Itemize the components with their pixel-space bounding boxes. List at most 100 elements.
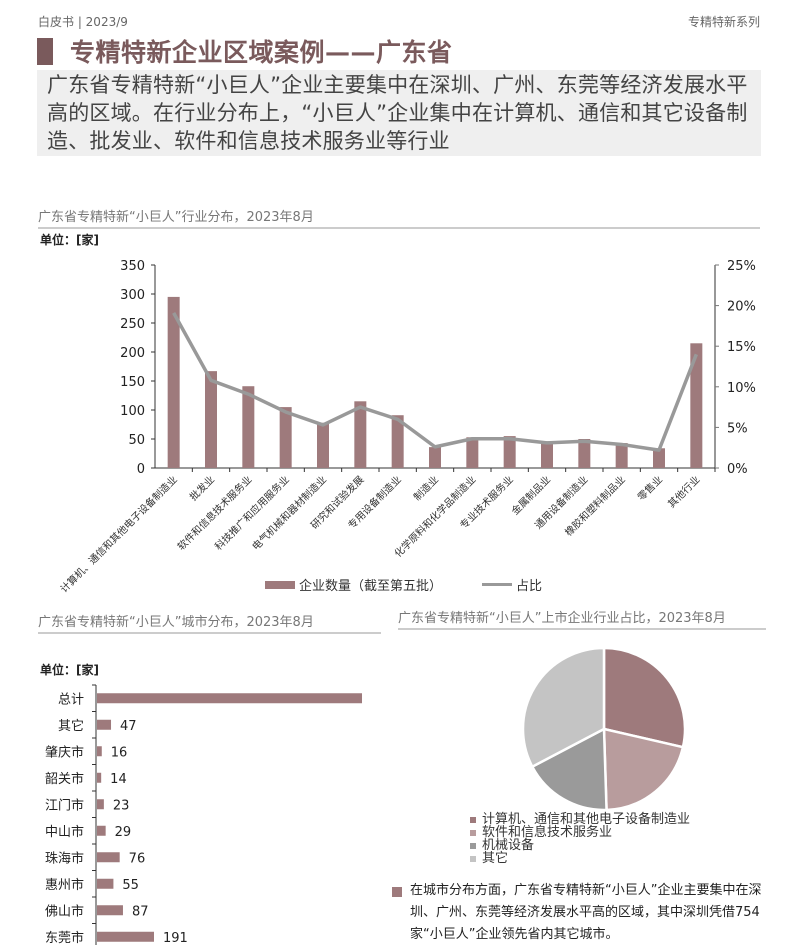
city-value: 191 bbox=[163, 931, 188, 945]
x-tick-label: 零售业 bbox=[635, 473, 665, 503]
bar bbox=[391, 415, 404, 468]
pie-legend-swatch bbox=[470, 829, 476, 836]
title-marker bbox=[37, 38, 53, 65]
legend-line-label: 占比 bbox=[516, 579, 543, 594]
x-tick-label: 制造业 bbox=[411, 473, 441, 503]
city-label: 珠海市 bbox=[45, 850, 84, 866]
right-tick: 5% bbox=[727, 421, 748, 436]
x-tick-label: 橡胶和塑料制品业 bbox=[562, 473, 628, 539]
pie-legend-swatch bbox=[470, 842, 476, 849]
left-tick: 100 bbox=[120, 404, 145, 419]
city-bar bbox=[97, 772, 102, 783]
pie-slice bbox=[602, 646, 687, 749]
note-text: 在城市分布方面，广东省专精特新“小巨人”企业主要集中在深圳、广州、东莞等经济发展… bbox=[410, 883, 762, 942]
left-tick: 50 bbox=[128, 433, 145, 448]
legend-bar-label: 企业数量（截至第五批） bbox=[299, 579, 443, 594]
city-label: 江门市 bbox=[45, 797, 84, 813]
summary-box: 广东省专精特新“小巨人”企业主要集中在深圳、广州、东莞等经济发展水平高的区域。在… bbox=[37, 70, 761, 156]
x-tick-label: 科技推广和应用服务业 bbox=[212, 473, 292, 553]
right-tick: 25% bbox=[727, 259, 756, 274]
x-tick-label: 批发业 bbox=[187, 473, 217, 503]
note-bullet-icon bbox=[392, 887, 402, 897]
x-tick-label: 其他行业 bbox=[665, 473, 702, 510]
pie-legend-label: 软件和信息技术服务业 bbox=[482, 825, 613, 840]
left-tick: 150 bbox=[120, 375, 145, 390]
pie-legend-item: 机械设备 bbox=[470, 839, 690, 852]
city-bar bbox=[97, 719, 112, 730]
pie-chart-title: 广东省专精特新“小巨人”上市企业行业占比，2023年8月 bbox=[398, 607, 766, 630]
pie-chart bbox=[521, 646, 687, 812]
city-label: 总计 bbox=[58, 692, 84, 707]
city-label: 中山市 bbox=[45, 824, 84, 840]
page-title: 专精特新企业区域案例——广东省 bbox=[70, 38, 453, 67]
share-line bbox=[172, 312, 698, 452]
city-value: 55 bbox=[122, 878, 139, 893]
city-label: 佛山市 bbox=[45, 903, 84, 919]
city-label: 其它 bbox=[58, 718, 84, 734]
legend-bar-swatch bbox=[265, 580, 295, 589]
right-tick: 20% bbox=[727, 300, 756, 315]
city-label: 肇庆市 bbox=[45, 744, 84, 760]
pie-legend: 计算机、通信和其他电子设备制造业 软件和信息技术服务业 机械设备 其它 bbox=[470, 813, 690, 865]
bar bbox=[429, 447, 441, 468]
right-tick: 0% bbox=[727, 462, 748, 477]
pie-legend-label: 计算机、通信和其他电子设备制造业 bbox=[482, 812, 691, 827]
industry-chart-title: 广东省专精特新“小巨人”行业分布，2023年8月 bbox=[38, 206, 760, 229]
legend-line-swatch bbox=[482, 583, 512, 586]
left-tick: 350 bbox=[120, 259, 145, 274]
city-bar bbox=[97, 852, 120, 863]
pie-slice bbox=[521, 646, 606, 769]
bar bbox=[503, 436, 516, 468]
left-tick: 0 bbox=[137, 462, 145, 477]
bar bbox=[615, 443, 628, 468]
bar bbox=[578, 439, 591, 468]
bar bbox=[242, 386, 255, 468]
bar bbox=[466, 437, 479, 468]
right-tick: 10% bbox=[727, 381, 756, 396]
city-value: 47 bbox=[120, 719, 137, 734]
bar bbox=[541, 441, 553, 468]
pie-slice bbox=[602, 727, 685, 812]
bar bbox=[690, 343, 703, 468]
x-tick-label: 软件和信息技术服务业 bbox=[175, 473, 255, 553]
city-value: 29 bbox=[115, 825, 132, 840]
industry-chart-unit: 单位：[家] bbox=[40, 233, 99, 247]
bar bbox=[167, 296, 180, 468]
pie-legend-label: 其它 bbox=[482, 851, 509, 866]
left-tick: 200 bbox=[120, 346, 145, 361]
bar bbox=[279, 407, 292, 468]
city-bar bbox=[97, 905, 123, 916]
city-bar bbox=[97, 825, 106, 836]
city-bar bbox=[97, 931, 154, 942]
pie-slice bbox=[530, 726, 608, 812]
city-value: 23 bbox=[113, 798, 130, 813]
pie-legend-swatch bbox=[470, 855, 476, 862]
city-label: 韶关市 bbox=[45, 771, 84, 787]
left-tick: 300 bbox=[120, 288, 145, 303]
city-bar bbox=[97, 693, 363, 704]
pie-legend-label: 机械设备 bbox=[482, 838, 535, 853]
legend-line: 占比 bbox=[482, 575, 542, 594]
header-right: 专精特新系列 bbox=[687, 15, 760, 29]
city-bar bbox=[97, 878, 114, 889]
pie-legend-item: 软件和信息技术服务业 bbox=[470, 826, 690, 839]
city-chart-title: 广东省专精特新“小巨人”城市分布，2023年8月 bbox=[38, 611, 381, 634]
bar bbox=[317, 422, 329, 468]
city-bar bbox=[97, 746, 102, 757]
legend-bar: 企业数量（截至第五批） bbox=[265, 575, 442, 594]
city-value: 87 bbox=[132, 904, 149, 919]
pie-legend-item: 其它 bbox=[470, 852, 690, 865]
bar bbox=[205, 371, 217, 468]
city-chart-unit: 单位：[家] bbox=[40, 663, 99, 677]
city-value: 76 bbox=[129, 851, 146, 866]
pie-legend-item: 计算机、通信和其他电子设备制造业 bbox=[470, 813, 690, 826]
bar bbox=[354, 401, 367, 468]
bar bbox=[653, 448, 665, 468]
city-bar bbox=[97, 799, 104, 810]
left-tick: 250 bbox=[120, 317, 145, 332]
city-label: 惠州市 bbox=[45, 877, 84, 893]
x-tick-label: 计算机、通信和其他电子设备制造业 bbox=[57, 473, 179, 595]
industry-chart: 350 300 250 200 150 100 50 0 25% 20% 15% 10% 5% 0% 计算机… bbox=[57, 259, 756, 595]
city-value: 16 bbox=[111, 745, 128, 760]
